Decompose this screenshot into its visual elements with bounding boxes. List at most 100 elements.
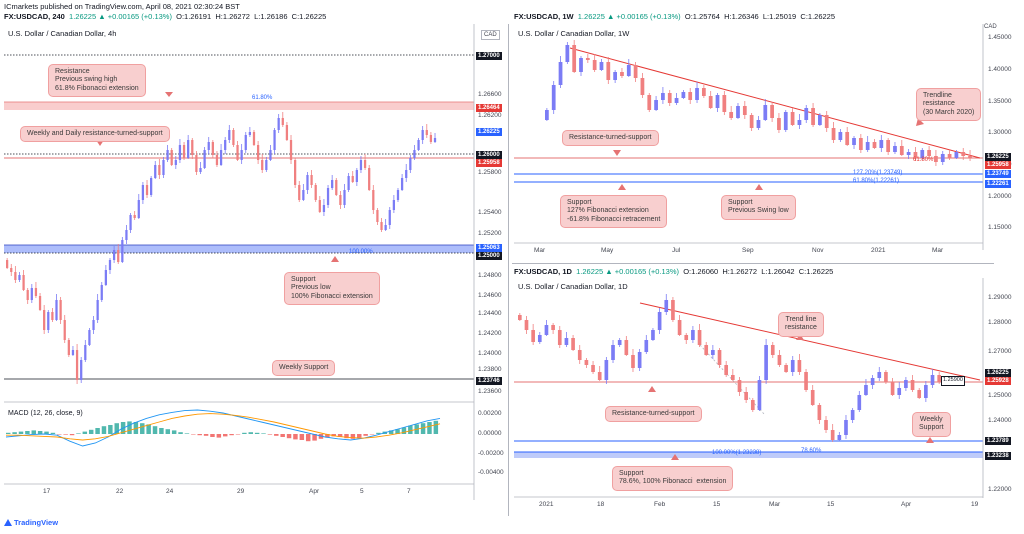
left-candle-body <box>14 272 17 280</box>
rtop-candle-body <box>770 105 774 118</box>
left-candle-body <box>265 160 268 170</box>
left-candle-body <box>240 150 243 160</box>
rbot-annotation-support-fib[interactable]: Support 78.6%, 100% Fibonacci extension <box>612 466 734 491</box>
left-ytick: 1.25400 <box>478 209 502 216</box>
macd-hist-bar <box>44 431 49 434</box>
rtop-annotation-support-fib[interactable]: Support 127% Fibonacci extension -61.8% … <box>560 195 668 229</box>
left-candle-body <box>294 160 297 185</box>
left-candle-body <box>289 140 293 160</box>
left-currency-badge[interactable]: CAD <box>481 30 500 40</box>
macd-hist-bar <box>242 432 247 434</box>
left-candle-body <box>429 135 433 142</box>
rbot-symbol[interactable]: FX:USDCAD, 1D <box>514 267 572 276</box>
rtop-candle-body <box>688 92 693 100</box>
rtop-price-tag: 1.23749 <box>985 170 1011 178</box>
rbot-candle-body <box>664 300 669 312</box>
rtop-price-tag: 1.26225 <box>985 153 1011 161</box>
left-candle-body <box>30 288 33 300</box>
rtop-candle-body <box>620 72 624 76</box>
rbot-candle-body <box>870 378 875 385</box>
left-candle-body <box>285 125 289 140</box>
rtop-xtick: Mar <box>534 247 546 254</box>
rtop-annotation-swing-low[interactable]: Support Previous Swing low <box>721 195 796 220</box>
annotation-weekly-daily-rts[interactable]: Weekly and Daily resistance-turned-suppo… <box>20 126 170 143</box>
rbot-price-tag: 1.23789 <box>985 437 1011 445</box>
rbot-close: C:1.26225 <box>798 267 834 276</box>
macd-hist-bar <box>363 434 368 436</box>
rbot-candle-body <box>697 330 702 345</box>
tradingview-logo-icon <box>4 519 12 526</box>
macd-hist-bar <box>50 432 56 434</box>
macd-hist-bar <box>69 434 75 436</box>
fib-label-618: 61.80% <box>252 95 273 101</box>
rtop-candle-body <box>838 132 843 140</box>
left-symbol[interactable]: FX:USDCAD, 240 <box>4 12 65 21</box>
annotation-support-previous-low[interactable]: Support Previous low 100% Fibonacci exte… <box>284 272 380 306</box>
rtop-candle-body <box>858 138 863 150</box>
rtop-chart-canvas[interactable] <box>0 0 1024 264</box>
tradingview-logo[interactable]: TradingView <box>4 519 58 527</box>
rbot-candle-body <box>877 372 882 378</box>
rtop-ytick: 1.45000 <box>988 34 1012 41</box>
rbot-xtick: Mar <box>769 501 781 508</box>
left-xtick: Apr <box>309 488 320 495</box>
left-candle-body <box>380 222 383 230</box>
macd-hist-bar <box>254 432 260 434</box>
rbot-annotation-trendline[interactable]: Trend line resistance <box>778 312 824 337</box>
left-candle-body <box>71 350 75 355</box>
left-candle-body <box>347 176 350 190</box>
rbot-candle-body <box>797 360 802 372</box>
rtop-candle-body <box>722 95 727 112</box>
left-candle-body <box>388 210 391 225</box>
rtop-annotation-rts[interactable]: Resistance-turned-support <box>562 130 659 147</box>
left-candle-body <box>43 310 46 330</box>
left-candle-body <box>178 145 182 160</box>
support-zone <box>4 245 474 253</box>
rbot-candle-body <box>937 375 942 382</box>
rbot-annotation-rts[interactable]: Resistance-turned-support <box>605 406 702 423</box>
rbot-candle-body <box>904 380 908 388</box>
rbot-xtick: Apr <box>901 501 912 508</box>
left-ytick: 1.26200 <box>478 112 502 119</box>
rbot-candle-body <box>817 405 822 420</box>
left-candle-body <box>47 312 50 330</box>
left-chart-canvas[interactable] <box>0 0 510 516</box>
rtop-annotation-trendline[interactable]: Trendline resistance (30 March 2020) <box>916 88 982 122</box>
macd-hist-bar <box>152 426 158 434</box>
panel-divider-horizontal[interactable] <box>512 263 994 264</box>
left-low: L:1.26186 <box>254 12 288 21</box>
rbot-weekly-arrow <box>926 437 934 443</box>
rbot-candle-body <box>571 338 575 350</box>
left-candle-body <box>199 168 202 172</box>
annotation-resistance[interactable]: Resistance Previous swing high 61.8% Fib… <box>48 64 146 98</box>
left-candle-body <box>273 130 276 150</box>
rtop-candle-body <box>545 110 549 120</box>
rtop-candle-body <box>756 120 761 128</box>
rbot-high: H:1.26272 <box>722 267 758 276</box>
rbot-candle-body <box>564 338 569 345</box>
panel-divider-vertical[interactable] <box>508 24 509 516</box>
rtop-symbol[interactable]: FX:USDCAD, 1W <box>514 12 574 21</box>
rbot-candle-body <box>731 375 735 380</box>
rtop-candle-body <box>715 95 720 108</box>
rbot-candle-body <box>657 312 662 330</box>
left-candle-body <box>400 178 404 190</box>
left-candle-body <box>425 130 428 135</box>
rtop-candle-body <box>592 60 597 70</box>
rtop-candle-body <box>852 138 856 145</box>
rbot-annotation-weekly-support[interactable]: Weekly Support <box>912 412 951 437</box>
annotation-weekly-support[interactable]: Weekly Support <box>272 360 336 377</box>
left-candle-body <box>409 158 412 170</box>
rbot-candle-body <box>677 320 682 335</box>
macd-hist-bar <box>388 430 394 434</box>
left-candle-body <box>331 180 334 188</box>
rbot-chart-canvas[interactable] <box>0 0 1024 520</box>
rbot-candle-body <box>770 345 775 355</box>
rbot-symbol-line: FX:USDCAD, 1D 1.26225 ▲ +0.00165 (+0.13%… <box>514 268 833 276</box>
rbot-candle-body <box>531 330 535 342</box>
support-arrow <box>331 256 339 262</box>
macd-label[interactable]: MACD (12, 26, close, 9) <box>8 410 83 417</box>
left-candle-body <box>10 268 13 272</box>
left-candle-body <box>413 150 416 158</box>
macd-hist-bar <box>146 424 151 434</box>
